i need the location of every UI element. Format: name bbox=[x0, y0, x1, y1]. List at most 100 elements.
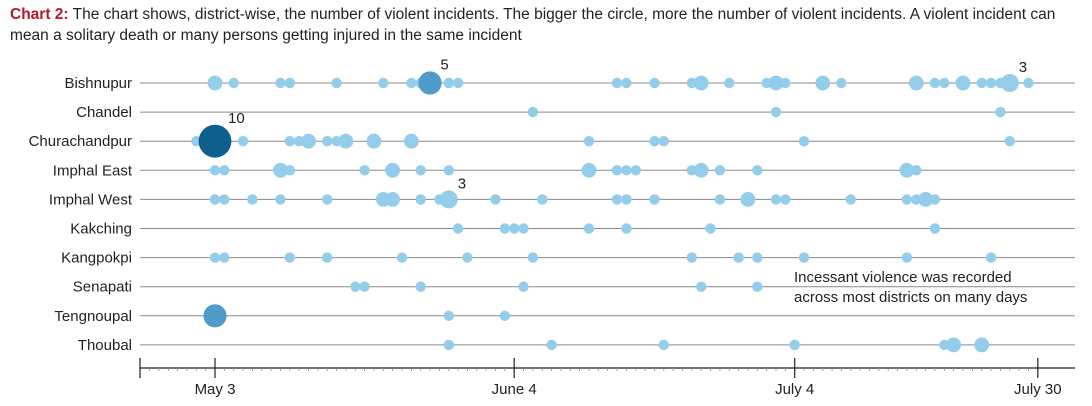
bubble-imphal-west-2023-06-29 bbox=[740, 192, 756, 207]
bubble-senapati-2023-05-19 bbox=[359, 281, 370, 292]
district-label-thoubal: Thoubal bbox=[78, 337, 132, 354]
bubble-thoubal-2023-07-24 bbox=[974, 337, 990, 353]
bubble-bishnupur-2023-07-27 bbox=[1000, 74, 1019, 92]
bubble-bishnupur-2023-07-17 bbox=[908, 75, 924, 91]
bubble-kangpokpi-2023-05-03 bbox=[209, 252, 221, 263]
data-label-bishnupur-2023-07-27: 3 bbox=[1019, 59, 1027, 76]
bubble-churachandpur-2023-07-05 bbox=[798, 136, 810, 147]
district-label-kakching: Kakching bbox=[70, 221, 132, 238]
bubble-senapati-2023-06-30 bbox=[752, 281, 763, 292]
bubble-churachandpur-2023-05-11 bbox=[284, 136, 295, 147]
bubble-kangpokpi-2023-05-04 bbox=[219, 252, 230, 263]
bubble-imphal-east-2023-05-10 bbox=[273, 162, 288, 178]
data-label-churachandpur-2023-05-03: 10 bbox=[228, 110, 245, 127]
bubble-imphal-west-2023-06-07 bbox=[537, 194, 548, 205]
bubble-imphal-west-2023-07-16 bbox=[901, 194, 913, 205]
bubble-senapati-2023-05-25 bbox=[415, 281, 426, 292]
bubble-bishnupur-2023-07-24 bbox=[976, 77, 987, 89]
bubble-kakching-2023-06-04 bbox=[509, 223, 520, 234]
district-label-imphal-west: Imphal West bbox=[49, 191, 133, 208]
bubble-churachandpur-2023-05-06 bbox=[237, 136, 249, 147]
bubble-imphal-east-2023-06-16 bbox=[621, 165, 632, 176]
bubble-chandel-2023-07-26 bbox=[995, 106, 1006, 118]
bubble-bishnupur-2023-06-27 bbox=[724, 77, 735, 89]
bubble-bishnupur-2023-07-20 bbox=[939, 77, 950, 89]
bubble-senapati-2023-05-18 bbox=[350, 281, 361, 292]
x-axis: May 3 June 4 July 4 July 30 bbox=[139, 358, 1075, 398]
bubble-churachandpur-2023-05-17 bbox=[338, 133, 354, 149]
bubble-bishnupur-2023-05-05 bbox=[228, 77, 239, 89]
bubble-senapati-2023-06-05 bbox=[518, 281, 529, 292]
bubble-thoubal-2023-05-28 bbox=[443, 339, 454, 351]
bubble-thoubal-2023-07-21 bbox=[946, 337, 961, 353]
bubble-bishnupur-2023-05-26 bbox=[418, 71, 442, 95]
bubble-bishnupur-2023-05-16 bbox=[331, 77, 342, 89]
bubble-imphal-west-2023-07-18 bbox=[918, 192, 933, 207]
caption-text: The chart shows, district-wise, the numb… bbox=[10, 6, 1056, 44]
bubble-imphal-west-2023-05-10 bbox=[275, 194, 286, 205]
bubble-imphal-east-2023-05-03 bbox=[209, 165, 221, 176]
bubble-kangpokpi-2023-06-30 bbox=[752, 252, 763, 263]
bubble-imphal-east-2023-06-17 bbox=[630, 165, 641, 176]
bubble-imphal-east-2023-06-30 bbox=[752, 165, 763, 176]
district-labels: Bishnupur Chandel Churachandpur Imphal East… bbox=[29, 75, 133, 354]
district-label-kangpokpi: Kangpokpi bbox=[61, 250, 132, 267]
bubble-imphal-west-2023-07-03 bbox=[780, 194, 791, 205]
annotation-line-1: Incessant violence was recorded bbox=[794, 269, 1012, 286]
bubble-imphal-east-2023-06-15 bbox=[611, 165, 623, 176]
bubble-imphal-east-2023-05-25 bbox=[415, 165, 426, 176]
district-label-tengnoupal: Tengnoupal bbox=[54, 308, 132, 325]
data-labels: 3 5 10 3 bbox=[228, 56, 1027, 192]
bubble-tengnoupal-2023-05-03 bbox=[203, 304, 227, 328]
bubble-bishnupur-2023-07-02 bbox=[768, 75, 784, 91]
chart-caption: Chart 2: The chart shows, district-wise,… bbox=[10, 4, 1085, 46]
bubble-imphal-east-2023-05-19 bbox=[359, 165, 370, 176]
district-label-churachandpur: Churachandpur bbox=[29, 133, 132, 150]
bubble-senapati-2023-06-24 bbox=[696, 281, 707, 292]
bubbles bbox=[191, 71, 1034, 353]
bubble-kakching-2023-06-03 bbox=[499, 223, 510, 234]
district-label-bishnupur: Bishnupur bbox=[64, 75, 132, 92]
x-tick-label-july-30: July 30 bbox=[1014, 381, 1062, 398]
bubble-bishnupur-2023-07-29 bbox=[1023, 77, 1034, 89]
bubble-kangpokpi-2023-05-11 bbox=[284, 252, 295, 263]
bubble-chandel-2023-06-06 bbox=[527, 106, 539, 118]
bubble-bishnupur-2023-07-25 bbox=[985, 77, 997, 89]
bubble-churachandpur-2023-05-15 bbox=[322, 136, 333, 147]
bubble-imphal-west-2023-05-25 bbox=[415, 194, 426, 205]
bubble-imphal-east-2023-05-22 bbox=[385, 162, 400, 178]
bubble-churachandpur-2023-05-20 bbox=[366, 133, 382, 149]
bubble-kakching-2023-06-25 bbox=[705, 223, 716, 234]
x-tick-label-june-4: June 4 bbox=[492, 381, 537, 398]
bubble-tengnoupal-2023-05-28 bbox=[443, 310, 454, 321]
x-tick-label-may-3: May 3 bbox=[195, 381, 236, 398]
bubble-bishnupur-2023-07-07 bbox=[815, 75, 831, 91]
bubble-bishnupur-2023-07-22 bbox=[955, 75, 971, 91]
annotation-line-2: across most districts on many days bbox=[794, 289, 1027, 306]
chart-number: Chart 2: bbox=[10, 6, 69, 23]
bubble-imphal-east-2023-06-12 bbox=[581, 162, 597, 178]
bubble-churachandpur-2023-06-20 bbox=[658, 136, 669, 147]
bubble-imphal-east-2023-05-28 bbox=[443, 165, 454, 176]
bubble-kangpokpi-2023-05-15 bbox=[322, 252, 333, 263]
bubble-kangpokpi-2023-06-28 bbox=[733, 252, 744, 263]
bubble-kangpokpi-2023-05-30 bbox=[462, 252, 473, 263]
bubble-imphal-east-2023-06-26 bbox=[714, 165, 726, 176]
bubble-imphal-west-2023-07-10 bbox=[845, 194, 856, 205]
bubble-thoubal-2023-06-08 bbox=[546, 339, 557, 351]
bubble-kakching-2023-05-29 bbox=[452, 223, 464, 234]
bubble-kangpokpi-2023-06-06 bbox=[527, 252, 539, 263]
bubble-kangpokpi-2023-07-16 bbox=[901, 252, 913, 263]
bubble-bishnupur-2023-05-03 bbox=[207, 75, 223, 91]
bubble-imphal-west-2023-06-26 bbox=[714, 194, 726, 205]
bubble-imphal-west-2023-06-19 bbox=[649, 194, 660, 205]
district-label-chandel: Chandel bbox=[76, 104, 132, 121]
bubble-churachandpur-2023-05-24 bbox=[404, 133, 419, 149]
data-label-imphal-west-2023-05-28: 3 bbox=[458, 175, 466, 192]
bubble-churachandpur-2023-07-27 bbox=[1004, 136, 1015, 147]
bubble-imphal-west-2023-05-07 bbox=[247, 194, 258, 205]
data-label-bishnupur-2023-05-26: 5 bbox=[440, 56, 448, 73]
bubble-imphal-east-2023-05-04 bbox=[219, 165, 230, 176]
